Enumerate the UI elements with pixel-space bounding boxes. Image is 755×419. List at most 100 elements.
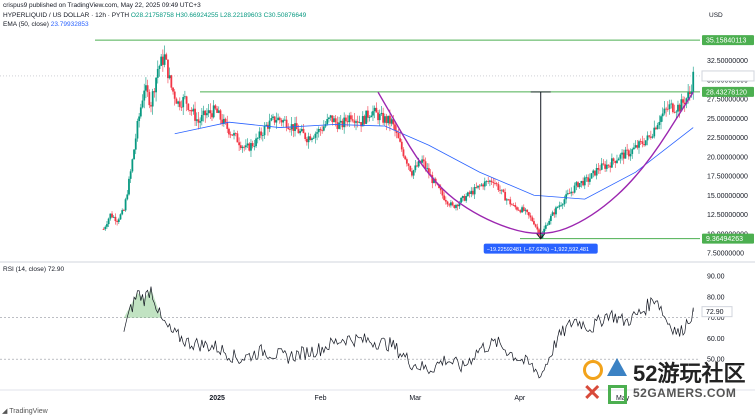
price-tick-label: 32.50000000: [707, 58, 748, 65]
level-label-bg: [702, 233, 754, 244]
candle-body: [517, 209, 520, 211]
candle-body: [143, 90, 146, 101]
candle-body: [665, 108, 668, 110]
candle-body: [460, 197, 462, 203]
candle-body: [114, 216, 117, 222]
candle-body: [175, 98, 178, 104]
candle-body: [495, 183, 498, 185]
candle-body: [522, 207, 525, 211]
candle-body: [583, 177, 586, 186]
ema-value: 23.79932853: [50, 21, 89, 28]
candle-body: [622, 152, 625, 159]
candle-body: [524, 209, 527, 211]
candle-body: [536, 226, 539, 230]
candle-body: [670, 103, 673, 105]
candle-body: [341, 120, 344, 128]
candle-body: [177, 101, 180, 104]
candle-body: [555, 207, 557, 215]
candle-body: [239, 145, 242, 149]
candle-body: [538, 229, 540, 236]
candle-body: [309, 136, 312, 140]
candle-body: [477, 185, 479, 188]
candle-body: [319, 128, 322, 131]
candle-body: [605, 164, 608, 169]
candle-body: [544, 225, 547, 229]
rsi-tick-label: 80.00: [707, 294, 725, 301]
candle-body: [405, 159, 408, 164]
candle-body: [255, 138, 257, 147]
candle-body: [178, 101, 181, 107]
publish-line: crispus9 published on TradingView.com, M…: [3, 2, 201, 9]
rsi-label: RSI (14, close): [3, 266, 46, 273]
candle-body: [109, 213, 112, 219]
candle-body: [273, 116, 276, 123]
candle-body: [282, 120, 285, 123]
candle-body: [185, 96, 188, 104]
symbol-legend: HYPERLIQUID / US DOLLAR · 12h · PYTH O28…: [3, 12, 306, 19]
level-label: 28.43278120: [706, 89, 747, 96]
candle-body: [228, 128, 230, 135]
candle-body: [236, 133, 239, 143]
candle-body: [234, 133, 237, 134]
candle-body: [600, 163, 603, 170]
candle-body: [165, 54, 168, 60]
candle-body: [112, 216, 115, 218]
candle-body: [641, 141, 644, 145]
candle-body: [151, 91, 154, 107]
candle-body: [619, 154, 622, 159]
candle-body: [229, 134, 232, 136]
candle-body: [356, 121, 359, 123]
candle-body: [148, 92, 151, 106]
level-label-bg: [702, 35, 754, 46]
candle-body: [671, 103, 674, 112]
candle-body: [211, 113, 213, 118]
ema-label: EMA (50, close): [3, 21, 49, 28]
candle-body: [421, 159, 424, 163]
candle-body: [351, 119, 354, 121]
candle-body: [541, 232, 544, 238]
candle-body: [612, 158, 615, 161]
candle-body: [358, 122, 361, 123]
rsi-tick-label: 60.00: [707, 336, 725, 343]
candle-body: [482, 184, 485, 187]
candle-body: [677, 104, 679, 112]
candle-body: [458, 202, 461, 207]
candle-body: [507, 199, 510, 201]
candle-body: [446, 201, 449, 205]
candle-body: [633, 147, 635, 150]
candle-body: [424, 161, 427, 169]
candle-body: [497, 184, 500, 191]
ohlc-high: H30.66924255: [175, 12, 219, 19]
x-tick-label: Apr: [514, 395, 526, 402]
candle-body: [206, 113, 208, 116]
candle-body: [121, 210, 124, 215]
candle-body: [450, 202, 452, 206]
candle-body: [241, 146, 244, 149]
square-icon: [608, 385, 627, 404]
candle-body: [368, 117, 371, 118]
candle-body: [394, 124, 396, 131]
candle-body: [651, 136, 654, 138]
price-tick-label: 15.00000000: [707, 193, 748, 200]
candle-body: [511, 204, 513, 206]
rsi-value: 72.90: [47, 266, 65, 273]
candle-body: [167, 59, 169, 79]
candle-body: [251, 143, 254, 147]
tradingview-logo[interactable]: ◢ TradingView: [2, 407, 48, 415]
candle-body: [634, 145, 637, 148]
price-tick-label: 17.50000000: [707, 174, 748, 181]
candle-body: [141, 100, 144, 108]
candle-body: [656, 125, 659, 130]
candle-body: [221, 119, 224, 124]
candle-body: [307, 136, 310, 143]
candle-body: [411, 171, 413, 176]
candle-body: [585, 177, 588, 179]
candle-body: [338, 122, 340, 129]
candle-body: [648, 135, 651, 137]
candle-body: [553, 212, 556, 215]
rsi-current-label: 72.90: [706, 309, 724, 316]
candle-body: [439, 187, 442, 191]
candle-body: [102, 229, 105, 230]
candle-body: [155, 77, 157, 93]
